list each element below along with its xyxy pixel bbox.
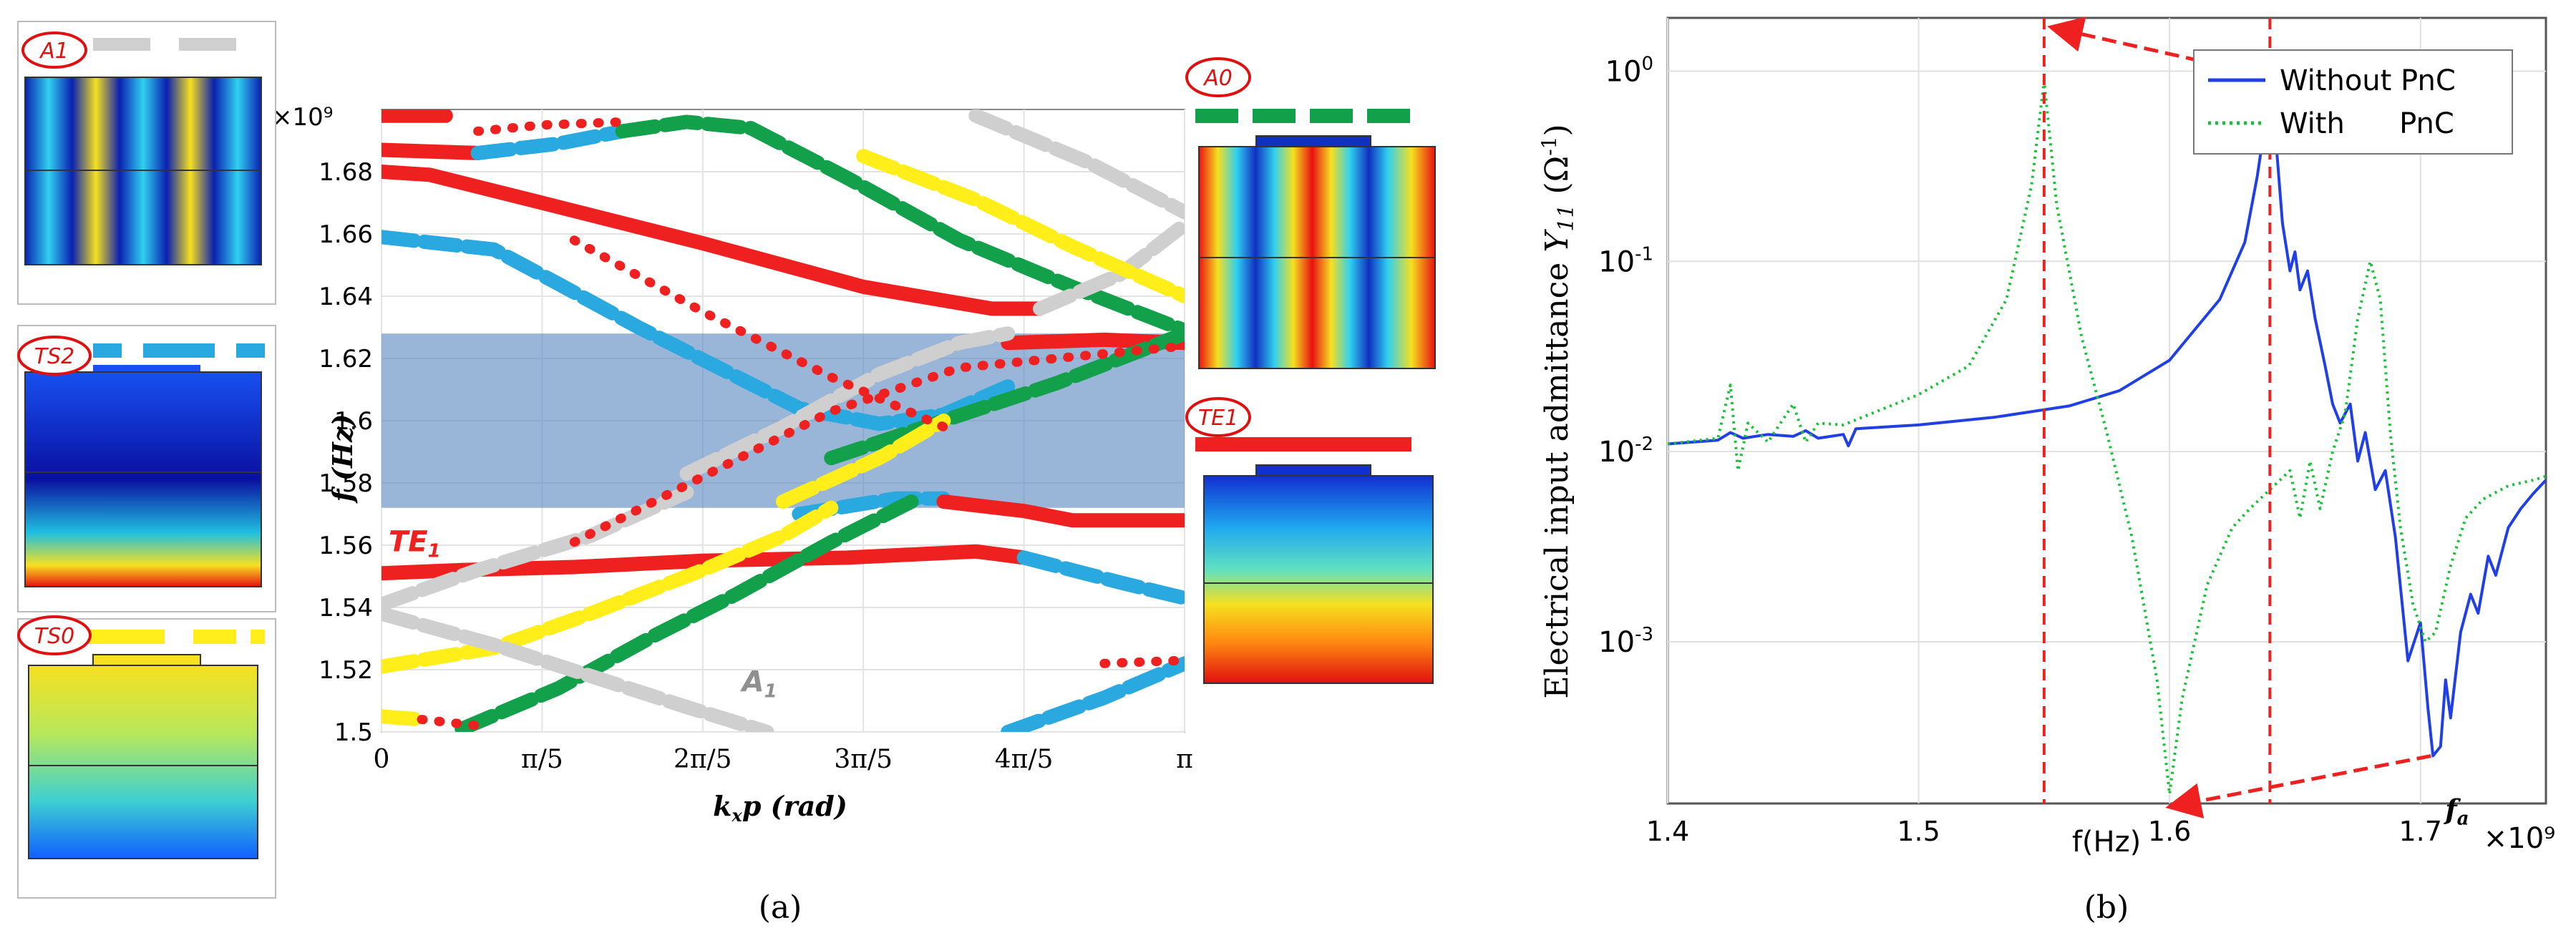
band-curve-red-1.567 <box>936 494 1185 528</box>
band-curve-red-1.687 <box>381 142 485 160</box>
y-tick-a-8: 1.66 <box>319 220 373 249</box>
y-tick-b-3: 10-3 <box>1598 624 1653 659</box>
mode-inset-ts0: TS0 <box>17 615 276 899</box>
y-label-main: Electrical input admittance <box>1539 253 1575 699</box>
band-curve-cyan-1.543 <box>1016 550 1185 605</box>
ts0-field-map <box>29 665 258 859</box>
dispersion-chart: 0 π/5 2π/5 3π/5 4π/5 π 1.5 1.52 1.54 1.56 1.58 1.6 1… <box>272 103 1193 826</box>
band-curve-green-low <box>455 494 919 732</box>
y-tick-a-7: 1.64 <box>319 283 373 311</box>
mode-inset-te1: TE1 <box>1185 394 1442 701</box>
y-axis-label-a: f (Hz) <box>326 414 359 504</box>
y-tick-a-5: 1.6 <box>334 407 373 436</box>
ts2-field-map <box>25 372 261 587</box>
panel-label-b: (b) <box>2084 889 2129 926</box>
band-curve-green-top <box>615 114 1185 338</box>
x-label-rest: p (rad) <box>742 790 847 822</box>
y-tick-a-6: 1.62 <box>319 345 373 373</box>
te1-label: TE1 <box>1198 406 1238 431</box>
band-curve-red-dots-1.505 <box>417 715 483 730</box>
mode-inset-ts2: TS2 <box>17 325 276 612</box>
a0-label: A0 <box>1202 66 1233 91</box>
band-curve-cyan-low <box>1001 656 1185 732</box>
x-tick-a-2: 2π/5 <box>674 745 732 774</box>
band-curve-green-cross <box>824 326 1185 466</box>
ts2-label-badge <box>17 336 92 376</box>
ts0-label: TS0 <box>34 624 74 649</box>
band-curve-yellow-cross <box>776 414 951 509</box>
x-axis-label-a: kxp (rad) <box>713 790 847 826</box>
band-curve-yellow-upper <box>856 149 1185 303</box>
a1-label: A1 <box>39 39 69 64</box>
legend-b: Without PnC With PnC <box>2193 49 2513 155</box>
ts0-label-badge <box>17 615 92 655</box>
x-tick-b-3: 1.7 <box>2398 816 2441 847</box>
y-tick-b-2: 10-2 <box>1598 434 1653 469</box>
series-line-with-pnc <box>1668 79 2546 796</box>
y-tick-b-1: 10-1 <box>1598 243 1653 278</box>
arrow-fa <box>2165 754 2431 818</box>
y-label-unit-sup: -1 <box>1537 137 1561 156</box>
x-multiplier-b: ×10⁹ <box>2484 822 2555 855</box>
y-tick-a-3: 1.56 <box>319 532 373 560</box>
band-curve-yellow-1.505 <box>381 709 429 727</box>
band-curve-red-dots-low <box>1099 655 1185 668</box>
te1-label-badge <box>1185 397 1251 437</box>
curve-annotation-0: TE1 <box>389 526 441 562</box>
y-label-unit: (Ω <box>1539 156 1575 205</box>
y-label-sub: 11 <box>1554 204 1579 231</box>
band-curve-gray-A1 <box>381 606 774 732</box>
x-label-k: k <box>713 790 732 822</box>
y-tick-a-2: 1.54 <box>319 594 373 622</box>
panel-label-a: (a) <box>759 889 802 926</box>
y-axis-label-b: Electrical input admittance Y11 (Ω-1) <box>1537 124 1579 698</box>
band-curve-red-dots-top <box>473 117 628 136</box>
band-curve-gray-upper-right <box>968 109 1185 220</box>
y-label-sym: Y <box>1539 229 1575 253</box>
a0-label-badge <box>1185 57 1251 97</box>
curve-annotation-1: A1 <box>740 665 777 702</box>
a1-label-badge <box>21 31 87 69</box>
band-curve-red-1.680 <box>381 165 1047 316</box>
legend-label-without: Without PnC <box>2280 64 2456 97</box>
band-curve-red-dots-rise <box>569 341 1185 547</box>
mode-inset-a1: A1 <box>17 21 276 305</box>
x-tick-b-2: 1.6 <box>2148 816 2191 847</box>
y-tick-b-0: 100 <box>1605 53 1653 88</box>
y-tick-a-0: 1.5 <box>334 718 373 747</box>
x-tick-a-5: π <box>1176 745 1193 774</box>
x-tick-a-1: π/5 <box>521 745 563 774</box>
y-tick-a-1: 1.52 <box>319 656 373 685</box>
x-tick-a-0: 0 <box>374 745 390 774</box>
band-curve-yellow-low <box>381 500 839 674</box>
y-multiplier-a: ×10⁹ <box>272 103 333 132</box>
x-tick-a-4: 4π/5 <box>995 745 1054 774</box>
x-tick-b-0: 1.4 <box>1646 816 1689 847</box>
legend-label-with: With PnC <box>2280 107 2454 140</box>
series-line-without-pnc <box>1668 89 2546 758</box>
mode-inset-a0: A0 <box>1185 50 1442 376</box>
x-axis-label-b: f(Hz) <box>2072 826 2141 859</box>
band-curve-red-dots-1.66 <box>569 235 948 432</box>
x-tick-a-3: 3π/5 <box>834 745 893 774</box>
y-tick-a-9: 1.68 <box>319 158 373 187</box>
y-label-unit-end: ) <box>1539 124 1575 136</box>
ts2-label: TS2 <box>34 344 74 369</box>
band-curve-gray-cross <box>679 326 1016 481</box>
x-label-sub: x <box>732 805 743 826</box>
y-tick-a-4: 1.58 <box>319 469 373 498</box>
band-curve-cyan-1.687 <box>470 124 630 160</box>
x-tick-b-1: 1.5 <box>1897 816 1940 847</box>
te1-field-map <box>1204 476 1433 683</box>
